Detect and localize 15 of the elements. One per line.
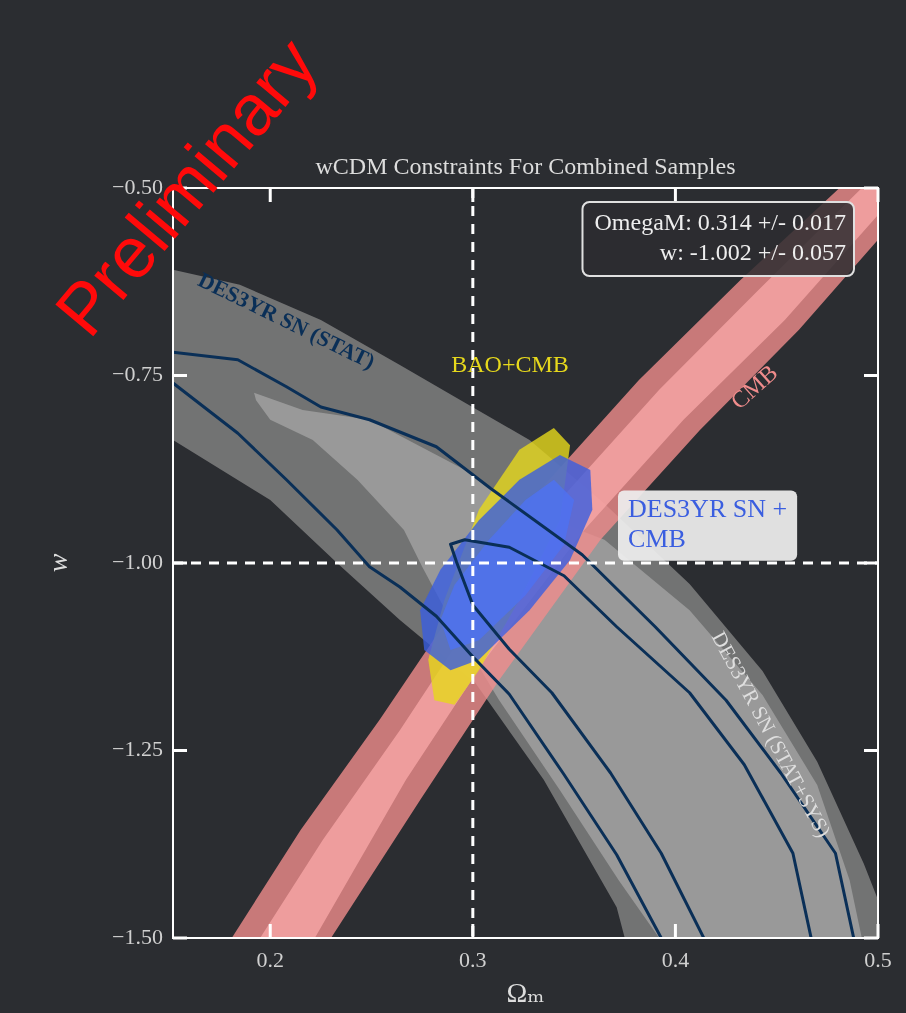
x-tick-label: 0.3 [459,946,487,972]
annotation: OmegaM: 0.314 +/- 0.017 [594,209,846,236]
chart-title: wCDM Constraints For Combined Samples [315,153,736,180]
annotation: w: -1.002 +/- 0.057 [659,239,846,266]
y-tick-label: −1.00 [112,548,163,574]
y-axis-title: w [42,553,74,573]
x-axis-title: Ωₘ [506,977,545,1009]
x-tick-label: 0.4 [661,946,690,972]
x-tick-label: 0.5 [864,946,892,972]
text: BAO+CMB [451,351,569,378]
y-tick-label: −1.25 [112,736,163,762]
series-label: DES3YR SN + CMB [628,493,788,553]
y-tick-label: −1.50 [112,923,163,949]
y-tick-label: −0.75 [112,361,163,387]
x-tick-label: 0.2 [256,946,284,972]
